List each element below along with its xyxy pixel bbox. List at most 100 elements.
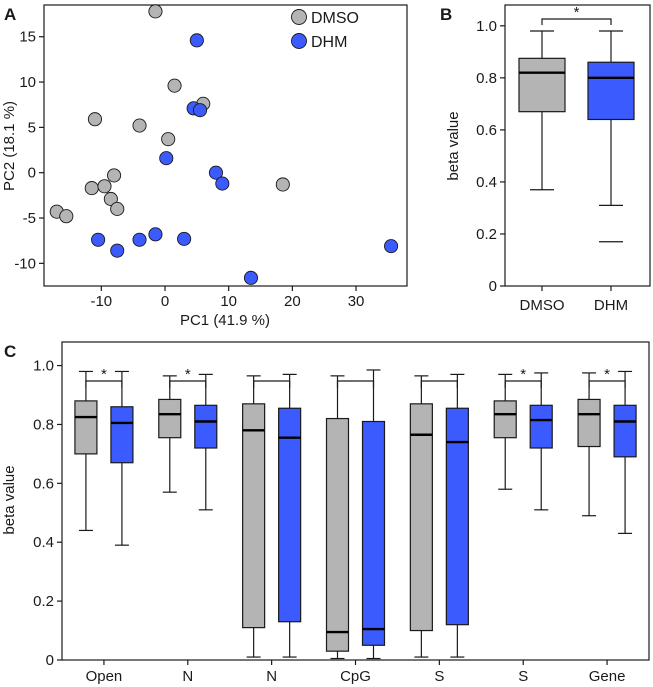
scatter-point-dhm bbox=[189, 33, 204, 48]
significance-star: * bbox=[520, 366, 526, 383]
scatter-panel: A -10 0 10 20 30 -10 -5 0 5 10 15 PC1 (41.9 %) PC2… bbox=[1, 4, 408, 329]
y-tick-label: 15 bbox=[19, 29, 36, 46]
scatter-point-dhm bbox=[384, 239, 399, 254]
box-dhm-box bbox=[194, 404, 218, 449]
y-tick-label: 0 bbox=[489, 278, 497, 295]
boxplot-panel-b: B 0 0.2 0.4 0.6 0.8 1.0 DMSO DHM * beta value bbox=[440, 4, 651, 314]
box-dmso-box bbox=[74, 400, 98, 455]
scatter-x-axis-label: PC1 (41.9 %) bbox=[180, 312, 270, 329]
box-dmso-box bbox=[518, 57, 566, 113]
y-tick-label: 0.6 bbox=[33, 475, 54, 492]
boxplot-b-axis-ticks: 0 0.2 0.4 0.6 0.8 1.0 DMSO DHM bbox=[476, 18, 628, 314]
significance-bracket bbox=[169, 380, 207, 388]
y-tick-label: 0.6 bbox=[476, 122, 497, 139]
scatter-point-dmso bbox=[107, 168, 122, 183]
box-dhm-box bbox=[587, 61, 635, 121]
box-dhm-box bbox=[361, 420, 386, 646]
box-dhm-box bbox=[110, 406, 134, 464]
box-dmso-box bbox=[577, 398, 601, 448]
significance-star: * bbox=[101, 366, 107, 383]
box-dmso-box bbox=[493, 400, 517, 439]
scatter-plot-frame bbox=[43, 4, 408, 287]
scatter-point-dmso bbox=[167, 78, 182, 93]
boxplot-b-frame bbox=[504, 4, 651, 287]
box-dmso-box bbox=[158, 398, 182, 439]
scatter-point-dmso bbox=[132, 118, 147, 133]
y-tick-label: 5 bbox=[28, 119, 36, 136]
scatter-point-dhm bbox=[159, 151, 174, 166]
scatter-point-dhm bbox=[110, 243, 125, 258]
significance-bracket bbox=[253, 380, 291, 388]
boxplot-c-axis-ticks: 00.20.40.60.81.0OpenSeaNShelvesNShoresCp… bbox=[33, 358, 630, 687]
significance-star: * bbox=[604, 366, 610, 383]
y-tick-label: 10 bbox=[19, 74, 36, 91]
x-tick-label: -10 bbox=[90, 293, 112, 310]
scatter-point-dhm bbox=[177, 231, 192, 246]
category-label-line1: N bbox=[266, 668, 277, 685]
scatter-axis-ticks: -10 0 10 20 30 -10 -5 0 5 10 15 bbox=[14, 29, 364, 310]
x-tick-label: DHM bbox=[594, 297, 628, 314]
box-dmso-box bbox=[325, 417, 350, 652]
y-tick-label: 0.2 bbox=[476, 226, 497, 243]
boxplot-c-frame bbox=[61, 341, 650, 661]
scatter-y-axis-label: PC2 (18.1 %) bbox=[1, 101, 18, 191]
scatter-point-dhm bbox=[192, 103, 208, 118]
box-dhm-box bbox=[529, 404, 553, 449]
significance-star: * bbox=[185, 366, 191, 383]
category-label-line1: N bbox=[182, 668, 193, 685]
boxplot-b-boxes: * bbox=[518, 4, 635, 243]
significance-bracket bbox=[85, 380, 123, 388]
y-tick-label: 0.4 bbox=[476, 174, 497, 191]
panel-label-a: A bbox=[4, 5, 16, 24]
boxplot-b-y-axis-label: beta value bbox=[445, 111, 462, 180]
scatter-points bbox=[49, 4, 399, 285]
panel-label-c: C bbox=[4, 342, 16, 361]
legend-marker-dhm bbox=[291, 33, 307, 49]
category-label-line1: Open bbox=[86, 668, 123, 685]
scatter-point-dhm bbox=[215, 176, 230, 191]
boxplot-c-boxes: * * * * bbox=[74, 366, 637, 660]
y-tick-label: 0.4 bbox=[33, 534, 54, 551]
significance-bracket bbox=[541, 18, 612, 25]
significance-bracket bbox=[504, 380, 542, 388]
x-tick-label: 30 bbox=[348, 293, 365, 310]
boxplot-c-y-axis-label: beta value bbox=[1, 465, 18, 534]
panel-label-b: B bbox=[440, 5, 452, 24]
scatter-point-dhm bbox=[243, 270, 259, 285]
box-dhm-box bbox=[613, 404, 637, 458]
category-label-line1: S bbox=[434, 668, 444, 685]
y-tick-label: 0 bbox=[46, 652, 54, 669]
legend-label-dmso: DMSO bbox=[311, 10, 359, 27]
scatter-point-dmso bbox=[97, 179, 112, 194]
box-dmso-box bbox=[409, 403, 433, 632]
y-tick-label: 0.2 bbox=[33, 593, 54, 610]
y-tick-label: -5 bbox=[23, 210, 36, 227]
x-tick-label: 20 bbox=[284, 293, 301, 310]
significance-bracket bbox=[336, 380, 375, 388]
scatter-point-dhm bbox=[132, 232, 147, 247]
boxplot-panel-c: C 00.20.40.60.81.0OpenSeaNShelvesNShores… bbox=[1, 341, 650, 687]
legend-label-dhm: DHM bbox=[311, 34, 347, 51]
x-tick-label: 10 bbox=[220, 293, 237, 310]
category-label-line1: S bbox=[518, 668, 528, 685]
y-tick-label: 1.0 bbox=[33, 358, 54, 375]
x-tick-label: DMSO bbox=[520, 297, 565, 314]
significance-bracket bbox=[420, 380, 458, 388]
significance-star: * bbox=[574, 4, 580, 21]
y-tick-label: -10 bbox=[14, 255, 36, 272]
scatter-point-dmso bbox=[59, 209, 74, 224]
scatter-point-dhm bbox=[148, 227, 163, 242]
legend-marker-dmso bbox=[291, 9, 307, 25]
category-label-line1: CpG bbox=[340, 668, 371, 685]
category-label-line1: Gene bbox=[589, 668, 626, 685]
scatter-point-dmso bbox=[148, 4, 163, 19]
significance-bracket bbox=[588, 380, 626, 388]
scatter-point-dmso bbox=[161, 132, 176, 147]
scatter-point-dmso bbox=[87, 112, 102, 127]
scatter-point-dmso bbox=[275, 177, 290, 192]
scatter-point-dmso bbox=[110, 201, 125, 217]
scatter-point-dhm bbox=[91, 232, 106, 247]
x-tick-label: 0 bbox=[161, 293, 169, 310]
box-dmso-box bbox=[242, 403, 266, 629]
